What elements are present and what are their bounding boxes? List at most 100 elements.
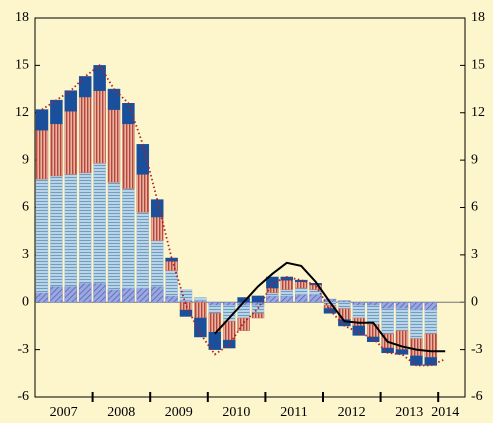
bar-segment <box>395 308 409 331</box>
bar-segment <box>93 65 106 91</box>
y2-tick-label: 18 <box>471 10 485 25</box>
x-tick-label: 2013 <box>395 405 423 420</box>
bar-segment <box>165 257 178 262</box>
bar-segment <box>93 283 106 303</box>
bar-segment <box>179 309 193 317</box>
bar-segment <box>410 302 423 311</box>
bar-segment <box>122 103 135 125</box>
y2-tick-label: 12 <box>471 105 485 120</box>
bar-segment <box>381 302 394 309</box>
bar-segment <box>136 174 150 213</box>
bar-segment <box>208 305 222 314</box>
bar-segment <box>352 325 366 336</box>
bar-segment <box>280 295 294 303</box>
bar-segment <box>50 99 63 125</box>
bar-segment <box>266 292 279 297</box>
bar-segment <box>280 279 294 290</box>
bar-segment <box>237 317 250 331</box>
bar-segment <box>294 279 308 282</box>
bar-segment <box>410 309 423 339</box>
bar-segment <box>64 110 78 175</box>
bar-segment <box>35 109 49 131</box>
bar-segment <box>338 302 351 309</box>
bar-segment <box>251 295 265 303</box>
y-tick-label: 6 <box>22 200 29 215</box>
bar-segment <box>194 317 207 338</box>
bar-segment <box>35 178 49 294</box>
bar-segment <box>294 287 308 295</box>
bar-segment <box>381 308 394 335</box>
bar-segment <box>366 305 380 325</box>
bar-segment <box>150 240 164 287</box>
bar-segment <box>424 309 438 335</box>
bar-segment <box>424 333 438 358</box>
x-tick-label: 2009 <box>165 405 193 420</box>
y-tick-label: 3 <box>22 247 29 262</box>
bar-segment <box>309 294 322 303</box>
x-tick-label: 2010 <box>222 405 250 420</box>
bar-segment <box>78 76 92 98</box>
bar-segment <box>136 144 150 175</box>
bar-segment <box>410 355 423 366</box>
x-tick-label: 2014 <box>431 405 459 420</box>
y2-tick-label: 15 <box>471 58 485 73</box>
bar-segment <box>251 313 265 319</box>
bar-segment <box>64 286 78 303</box>
bar-segment <box>266 295 279 303</box>
bar-segment <box>294 281 308 289</box>
x-tick-label: 2007 <box>50 405 78 420</box>
bar-segment <box>194 297 207 301</box>
bar-segment <box>222 302 236 306</box>
bar-segment <box>93 90 106 164</box>
y2-tick-label: -6 <box>471 389 483 404</box>
y-tick-label: 15 <box>15 58 29 73</box>
bar-segment <box>136 287 150 303</box>
y-tick-label: 0 <box>22 294 29 309</box>
bar-segment <box>50 175 63 287</box>
bar-segment <box>64 174 78 287</box>
bar-segment <box>35 129 49 180</box>
bar-segment <box>352 305 366 319</box>
bar-segment <box>352 302 366 306</box>
bar-segment <box>208 332 222 350</box>
bar-segment <box>64 90 78 112</box>
y2-tick-label: 6 <box>471 200 478 215</box>
bar-segment <box>366 302 380 306</box>
y-tick-label: -3 <box>17 342 29 357</box>
bar-segment <box>150 286 164 303</box>
y-tick-label: 12 <box>15 105 29 120</box>
y-tick-label: 9 <box>22 152 29 167</box>
bar-segment <box>122 123 135 189</box>
bar-segment <box>222 339 236 349</box>
bar-segment <box>122 188 135 289</box>
bar-segment <box>150 216 164 241</box>
bar-segment <box>410 338 423 357</box>
x-tick-label: 2008 <box>107 405 135 420</box>
bar-segment <box>395 349 409 355</box>
bar-segment <box>50 286 63 303</box>
line <box>214 261 446 353</box>
bar-segment <box>78 172 92 284</box>
bar-segment <box>424 357 438 366</box>
bar-segment <box>294 294 308 303</box>
bar-segment <box>78 283 92 303</box>
bar-segment <box>366 324 380 338</box>
bar-segment <box>107 88 121 110</box>
bar-segment <box>165 270 178 297</box>
bar-segment <box>93 163 106 284</box>
bar-segment <box>179 289 193 301</box>
bar-segment <box>165 260 178 271</box>
bar-segment <box>251 305 265 314</box>
bar-segment <box>165 295 178 303</box>
bar-segment <box>251 302 265 306</box>
x-tick-label: 2011 <box>280 405 307 420</box>
bar-segment <box>395 302 409 309</box>
y2-tick-label: 9 <box>471 152 478 167</box>
bar-segment <box>208 302 222 306</box>
y-tick-label: -6 <box>17 389 29 404</box>
bar-segment <box>107 109 121 183</box>
y2-tick-label: 3 <box>471 247 478 262</box>
bar-segment <box>78 96 92 174</box>
bar-segment <box>136 211 150 289</box>
